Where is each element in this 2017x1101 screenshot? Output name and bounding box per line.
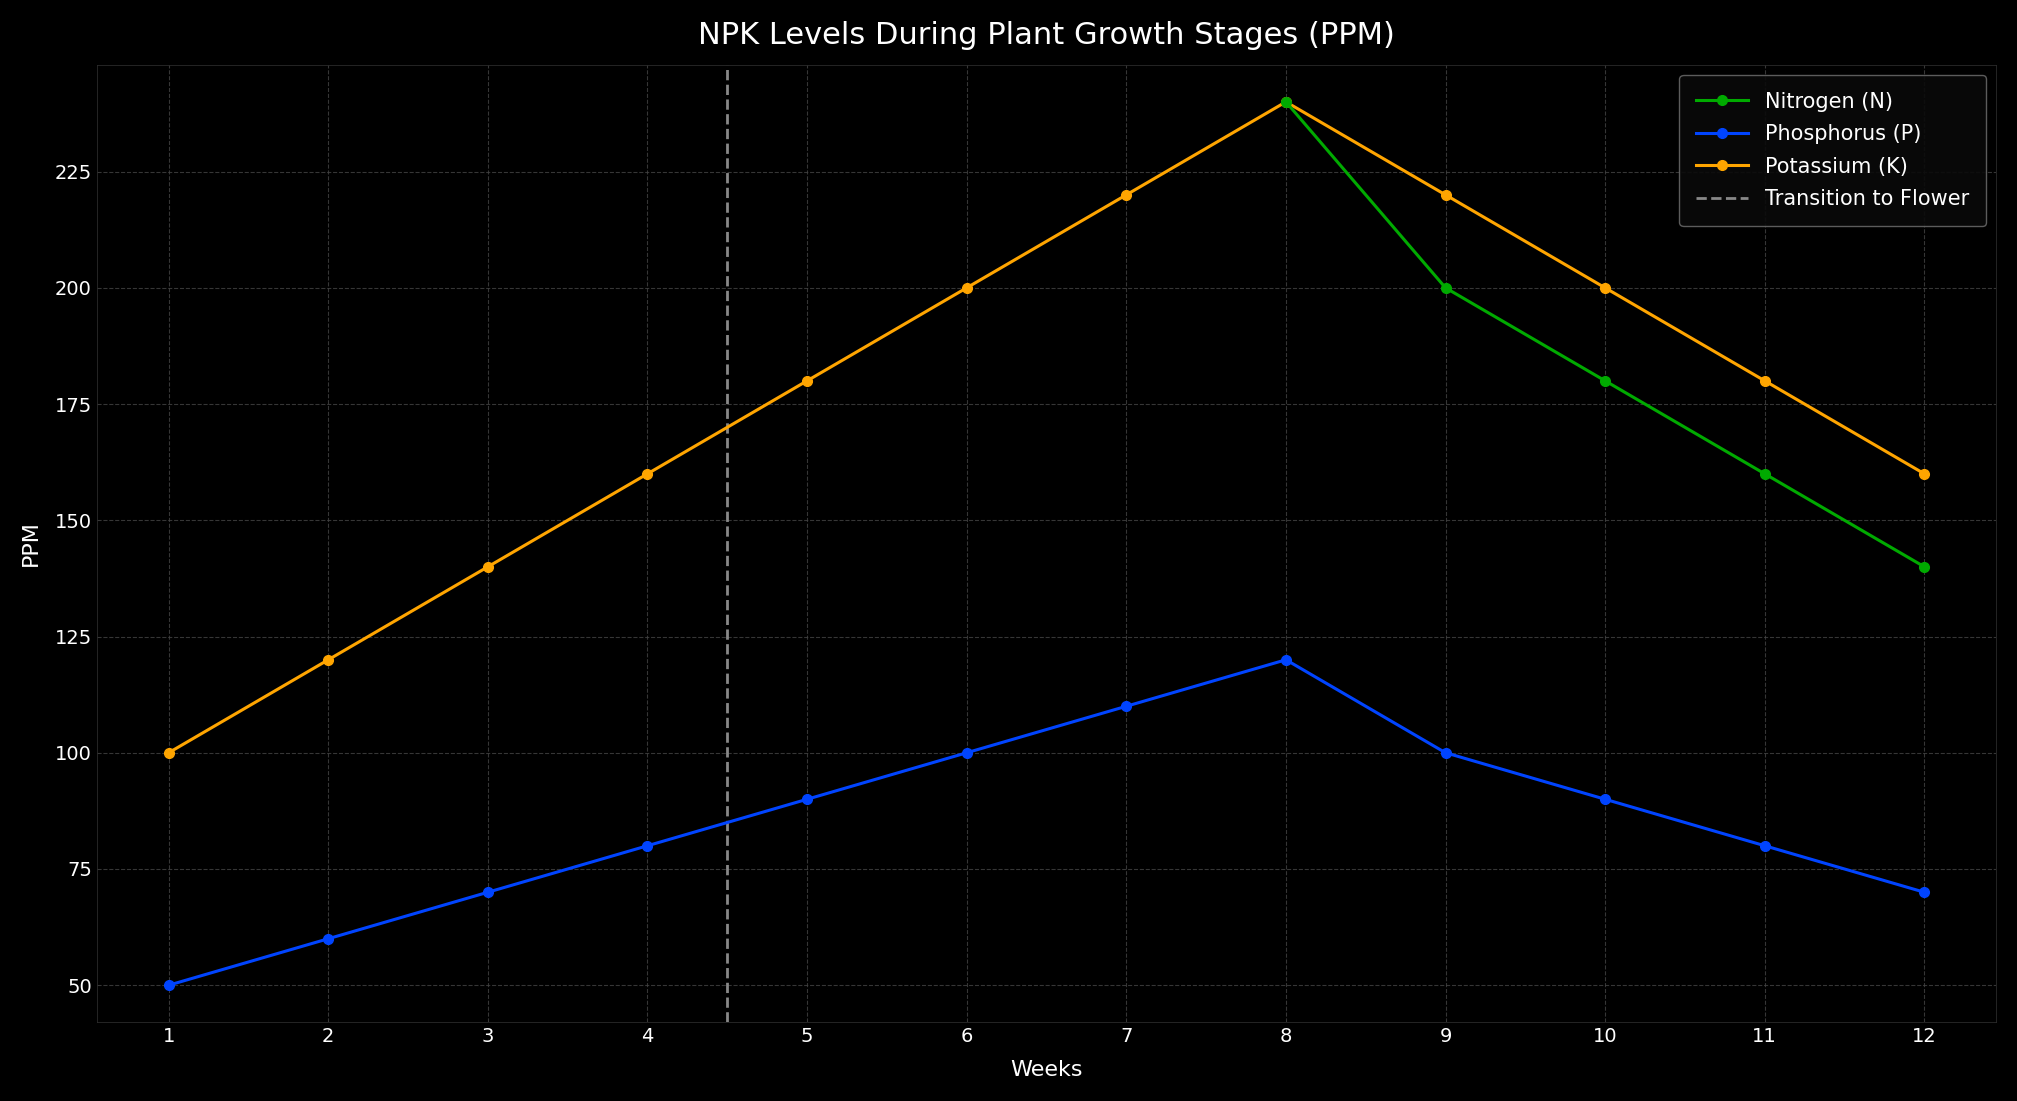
Nitrogen (N) <box>1275 96 1299 109</box>
Phosphorus (P) <box>1275 653 1299 666</box>
Potassium (K) <box>1434 188 1458 201</box>
Phosphorus (P) <box>1113 699 1138 712</box>
Line: Nitrogen (N): Nitrogen (N) <box>1281 97 1928 571</box>
Nitrogen (N) <box>1912 560 1936 574</box>
Potassium (K) <box>1113 188 1138 201</box>
Potassium (K) <box>317 653 341 666</box>
Phosphorus (P) <box>954 746 978 760</box>
Phosphorus (P) <box>1593 793 1618 806</box>
Potassium (K) <box>476 560 500 574</box>
Potassium (K) <box>635 467 660 480</box>
Y-axis label: PPM: PPM <box>20 521 40 567</box>
Phosphorus (P) <box>635 839 660 852</box>
Nitrogen (N) <box>1593 374 1618 388</box>
Potassium (K) <box>795 374 819 388</box>
Phosphorus (P) <box>157 979 182 992</box>
Potassium (K) <box>954 281 978 294</box>
Potassium (K) <box>1275 96 1299 109</box>
Line: Phosphorus (P): Phosphorus (P) <box>163 655 1928 990</box>
Phosphorus (P) <box>1434 746 1458 760</box>
Potassium (K) <box>1912 467 1936 480</box>
Nitrogen (N) <box>1434 281 1458 294</box>
Potassium (K) <box>1753 374 1777 388</box>
Line: Potassium (K): Potassium (K) <box>163 97 1928 757</box>
Phosphorus (P) <box>1753 839 1777 852</box>
Legend: Nitrogen (N), Phosphorus (P), Potassium (K), Transition to Flower: Nitrogen (N), Phosphorus (P), Potassium … <box>1680 75 1987 226</box>
Nitrogen (N) <box>1753 467 1777 480</box>
Title: NPK Levels During Plant Growth Stages (PPM): NPK Levels During Plant Growth Stages (P… <box>698 21 1396 50</box>
X-axis label: Weeks: Weeks <box>1011 1060 1083 1080</box>
Phosphorus (P) <box>317 933 341 946</box>
Phosphorus (P) <box>795 793 819 806</box>
Potassium (K) <box>157 746 182 760</box>
Phosphorus (P) <box>1912 885 1936 898</box>
Potassium (K) <box>1593 281 1618 294</box>
Phosphorus (P) <box>476 885 500 898</box>
